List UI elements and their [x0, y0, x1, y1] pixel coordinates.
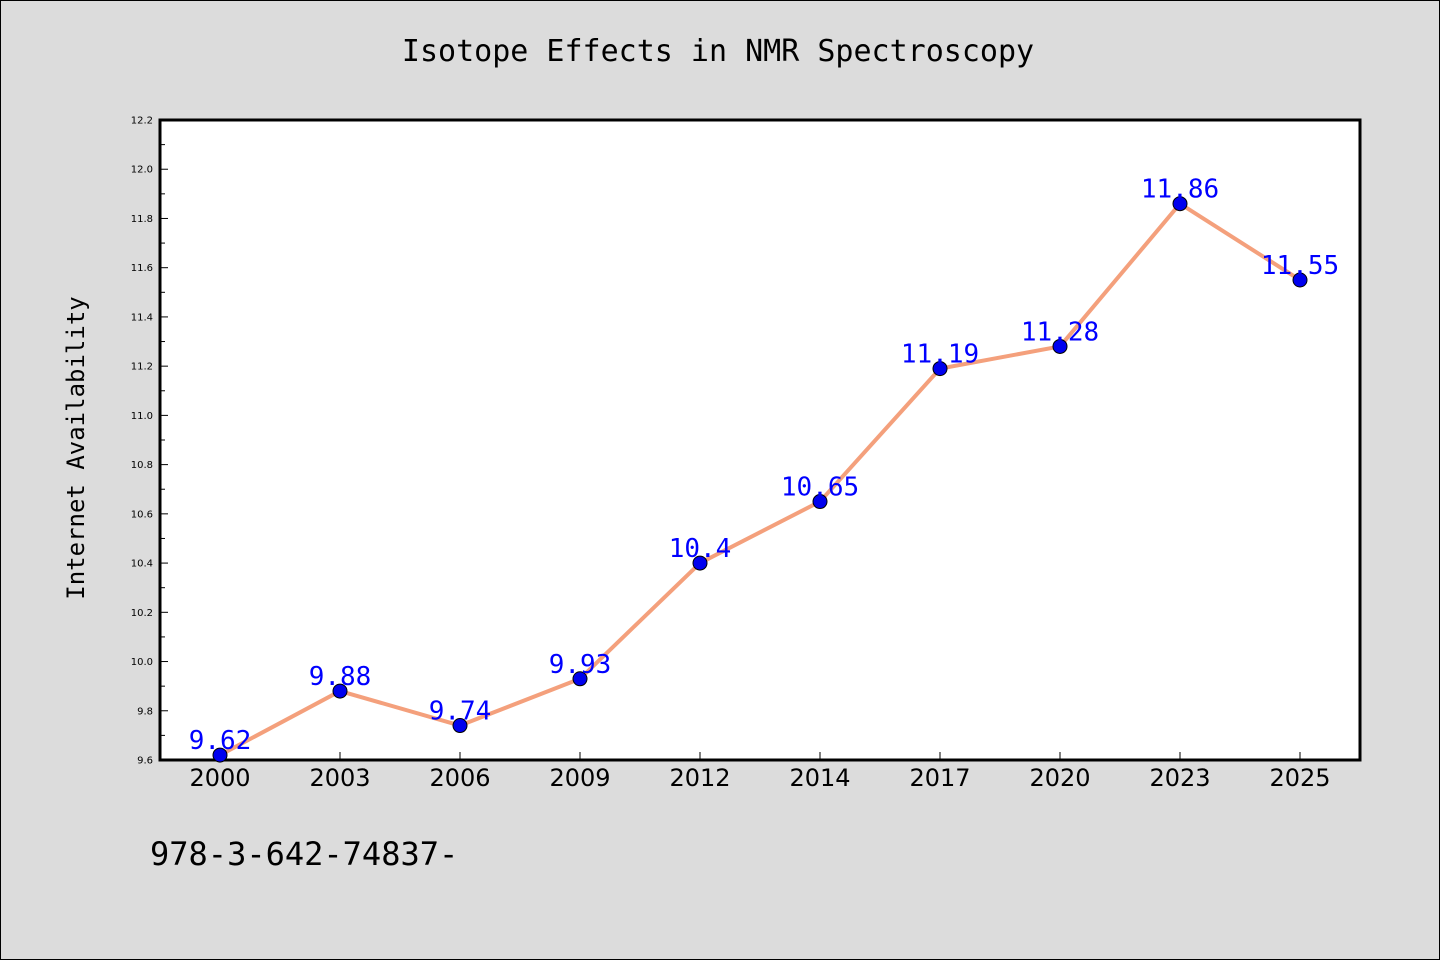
x-tick-label: 2025 [1269, 764, 1330, 792]
series-group: 9.62 9.88 9.74 9.93 10.4 10.65 11.19 11.28 11.86… [189, 175, 1339, 763]
x-tick-label: 2020 [1029, 764, 1090, 792]
data-label: 9.88 [309, 662, 372, 692]
footer-isbn: 978-3-642-74837- [150, 835, 459, 873]
y-tick-label: 11.2 [131, 362, 153, 373]
data-point [932, 361, 948, 377]
x-tick-label: 2000 [189, 764, 250, 792]
data-label: 11.19 [901, 340, 979, 370]
data-label: 11.55 [1261, 251, 1339, 281]
y-tick-label: 11.8 [131, 214, 153, 225]
x-tick-label: 2003 [309, 764, 370, 792]
data-point [572, 671, 588, 687]
x-tick-label: 2014 [789, 764, 850, 792]
y-tick-label: 12.2 [131, 116, 153, 127]
series-line [218, 201, 1302, 758]
data-point [812, 494, 828, 510]
data-point [692, 555, 708, 571]
data-label: 9.74 [429, 697, 492, 727]
x-tick-label: 2009 [549, 764, 610, 792]
data-point [212, 747, 228, 763]
y-tick-label: 10.4 [131, 559, 153, 570]
x-tick-label: 2023 [1149, 764, 1210, 792]
x-tick-label: 2006 [429, 764, 490, 792]
data-label: 11.28 [1021, 317, 1099, 347]
y-tick-label: 10.2 [131, 608, 153, 619]
y-tick-label: 11.6 [131, 263, 153, 274]
data-point [1052, 338, 1068, 354]
y-tick-label: 10.8 [131, 460, 153, 471]
data-label: 9.62 [189, 726, 252, 756]
data-label: 10.4 [669, 534, 732, 564]
y-axis: 9.6 9.8 10.0 10.2 10.4 10.6 10.8 11.0 11.2 11.4 11… [131, 116, 168, 767]
y-tick-label: 10.6 [131, 509, 153, 520]
chart-title: Isotope Effects in NMR Spectroscopy [401, 34, 1035, 69]
x-tick-label: 2017 [909, 764, 970, 792]
y-tick-label: 9.6 [137, 756, 153, 767]
data-point [452, 718, 468, 734]
x-axis: 2000 2003 2006 2009 2012 2014 2017 2020 2023 2025 [189, 752, 1331, 792]
data-point [1172, 196, 1188, 212]
data-point [332, 683, 348, 699]
data-label: 11.86 [1141, 175, 1219, 205]
y-tick-label: 11.0 [131, 411, 153, 422]
data-point [1292, 272, 1308, 288]
data-label: 10.65 [781, 473, 859, 503]
data-label: 9.93 [549, 650, 612, 680]
y-tick-label: 12.0 [131, 165, 153, 176]
x-tick-label: 2012 [669, 764, 730, 792]
y-tick-label: 10.0 [131, 657, 153, 668]
y-tick-label: 11.4 [131, 312, 153, 323]
y-tick-label: 9.8 [137, 706, 153, 717]
